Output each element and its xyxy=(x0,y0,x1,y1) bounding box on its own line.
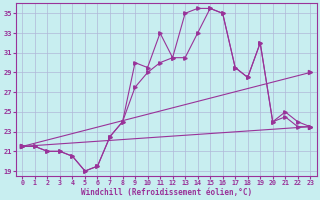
X-axis label: Windchill (Refroidissement éolien,°C): Windchill (Refroidissement éolien,°C) xyxy=(81,188,252,197)
